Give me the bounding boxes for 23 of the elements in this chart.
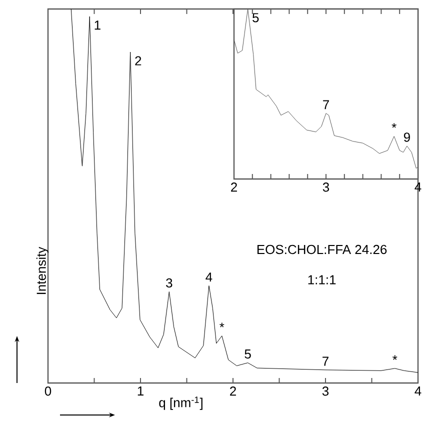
annotation: 5 [252,13,259,22]
x-axis-title: q [nm$^{-1}$] [159,396,202,410]
annotation: 2 [135,56,142,66]
annotation: 3 [166,278,172,288]
annotation: 7 [323,100,329,110]
annotation: * [392,123,396,128]
annotation: EOS:CHOL:FFA 24.26 [257,244,387,254]
x-tick-label: 0 [44,386,52,396]
annotation: * [220,322,224,328]
annotation: 9 [404,132,410,142]
annotation: 4 [206,272,212,282]
annotation: 1:1:1 [308,275,336,284]
annotation: 1 [94,20,100,30]
x-tick-label: 2 [230,386,236,396]
x-tick-label: 4 [414,386,422,396]
x-tick-label: 2 [231,182,237,192]
annotation: * [392,355,398,360]
annotation: 7 [322,356,328,366]
x-tick-label: 3 [322,182,330,192]
x-tick-label: 1 [138,386,144,396]
x-tick-label: 3 [322,386,329,396]
y-axis-title: Intensity [36,246,48,294]
annotation: 5 [244,350,251,359]
